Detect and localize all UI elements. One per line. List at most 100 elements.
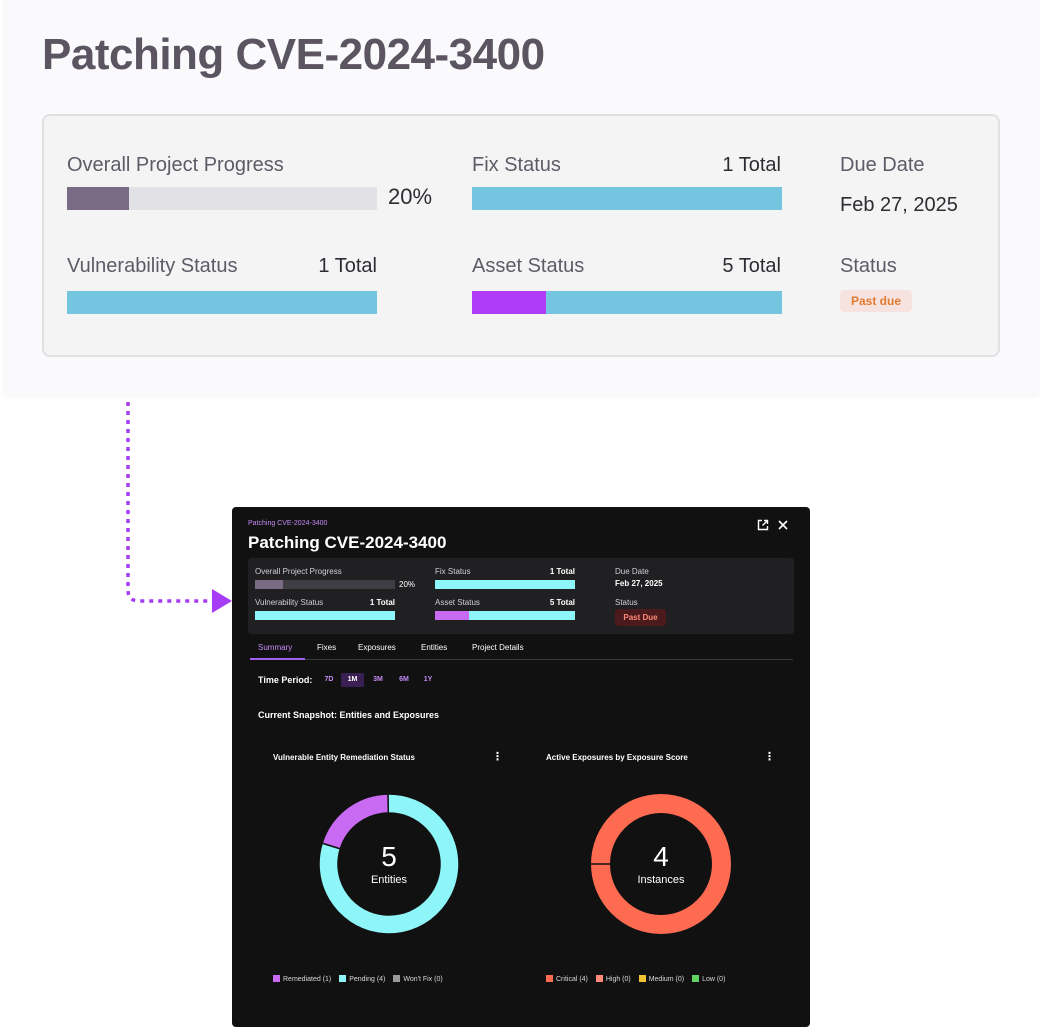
entity-chart-menu-icon[interactable]: ⋮ [492,751,503,763]
overall-progress-value: 20% [388,184,433,209]
asset-status-segment [468,611,575,620]
overall-progress-label: Overall Project Progress [67,154,284,176]
active-tab-indicator [250,658,305,660]
legend-label: Critical (4) [556,976,588,983]
due-date-value: Feb 27, 2025 [840,194,958,216]
fix-status-fill [472,187,782,210]
time-period-3m[interactable]: 3M [373,676,383,683]
due-date-label: Due Date [615,567,649,576]
exposure-donut-chart [591,793,731,935]
legend-label: Won't Fix (0) [403,976,443,983]
exposure-chart-menu-icon[interactable]: ⋮ [764,751,775,763]
modal-title: Patching CVE-2024-3400 [248,533,447,552]
legend-item-medium: Medium (0) [638,975,685,983]
exposure-count-label: Instances [637,874,685,886]
tab-fixes[interactable]: Fixes [317,643,337,652]
fix-status-label: Fix Status [435,567,471,576]
status-badge: Past due [840,290,912,312]
asset-status-total: 5 Total [549,598,575,607]
asset-status-segment [472,291,547,314]
asset-status-label: Asset Status [435,598,480,607]
legend-swatch [595,975,603,982]
asset-status-total: 5 Total [722,255,781,277]
legend-item-low: Low (0) [692,975,725,983]
overall-progress-value: 20% [399,580,416,589]
overall-progress-fill [255,580,283,589]
tab-exposures[interactable]: Exposures [358,643,396,652]
external-link-icon[interactable] [757,519,769,531]
overall-progress-bar [67,187,377,210]
fix-status-fill [435,580,575,589]
legend-label: Low (0) [702,976,726,983]
time-period-6m[interactable]: 6M [399,676,409,683]
asset-status-segment [546,291,782,314]
legend-item-critical: Critical (4) [546,975,588,983]
legend-swatch [273,975,280,982]
exposure-chart-title: Active Exposures by Exposure Score [546,753,688,762]
exposure-count: 4 [653,841,669,872]
asset-status-label: Asset Status [472,255,585,277]
legend-swatch [339,975,347,982]
connector-arrowhead-icon [212,589,232,613]
project-modal: Patching CVE-2024-3400 Patching CVE-2024… [232,507,810,1027]
entity-count-label: Entities [370,874,408,886]
status-label: Status [615,598,638,607]
fix-status-bar [472,187,782,210]
legend-label: Pending (4) [349,976,386,983]
legend-swatch [546,975,553,982]
donut-slice-pending[interactable] [318,793,460,935]
tab-bar: Summary Fixes Exposures Entities Project… [250,639,793,660]
tab-entities[interactable]: Entities [421,643,448,652]
vulnerability-status-bar [255,611,395,620]
entity-chart-title: Vulnerable Entity Remediation Status [273,753,415,762]
due-date-label: Due Date [840,154,925,176]
time-period-7d[interactable]: 7D [324,676,334,683]
fix-status-bar [435,580,575,589]
asset-status-bar [472,291,782,314]
vulnerability-status-total: 1 Total [318,255,377,277]
vulnerability-status-bar [67,291,377,314]
asset-status-segment [435,611,469,620]
project-summary-card: Overall Project Progress 20% Fix Status … [42,114,1000,357]
page-title: Patching CVE-2024-3400 [42,30,545,79]
time-period-1y[interactable]: 1Y [423,676,433,683]
legend-swatch [393,975,401,982]
close-icon[interactable] [777,519,789,531]
fix-status-total: 1 Total [722,154,781,176]
legend-item-high: High (0) [595,975,631,983]
overall-progress-label: Overall Project Progress [255,567,342,576]
time-period-label: Time Period: [258,675,313,685]
legend-item-remediated: Remediated (1) [273,975,331,983]
zoomed-project-summary: Patching CVE-2024-3400 Overall Project P… [2,0,1040,398]
breadcrumb[interactable]: Patching CVE-2024-3400 [248,520,328,527]
entity-donut-chart [318,793,460,935]
vulnerability-status-fill [255,611,395,620]
time-period-1m[interactable]: 1M [341,673,364,687]
legend-swatch [638,975,646,982]
overall-progress-bar [255,580,395,589]
legend-item-pending: Pending (4) [339,975,385,983]
due-date-value: Feb 27, 2025 [615,579,663,588]
exposure-chart-legend: Critical (4) High (0) Medium (0) Low (0) [546,975,731,983]
vulnerability-status-label: Vulnerability Status [255,598,324,607]
overall-progress-fill [67,187,129,210]
asset-status-bar [435,611,575,620]
fix-status-label: Fix Status [472,154,561,176]
vulnerability-status-fill [67,291,377,314]
status-label: Status [840,255,897,277]
entity-count: 5 [381,841,397,872]
legend-item-wont-fix: Won't Fix (0) [393,975,443,983]
legend-label: Remediated (1) [283,976,332,983]
legend-label: High (0) [605,976,631,983]
tab-project-details[interactable]: Project Details [472,643,524,652]
vulnerability-status-label: Vulnerability Status [67,255,238,277]
connector-line [126,402,212,603]
legend-swatch [692,975,700,982]
legend-label: Medium (0) [648,976,685,983]
vulnerability-status-total: 1 Total [369,598,395,607]
entity-chart-legend: Remediated (1) Pending (4) Won't Fix (0) [273,975,449,983]
status-badge: Past Due [615,609,666,626]
fix-status-total: 1 Total [549,567,575,576]
modal-summary-card: Overall Project Progress 20% Fix Status … [248,558,794,634]
tab-summary[interactable]: Summary [258,643,293,652]
